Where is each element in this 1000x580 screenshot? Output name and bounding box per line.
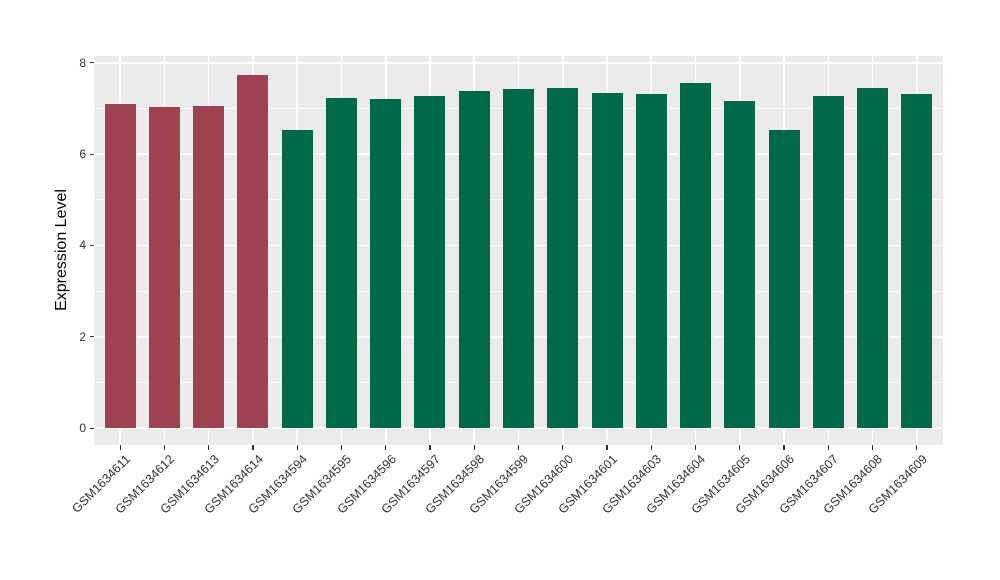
x-tick-mark <box>385 445 387 450</box>
x-tick-mark <box>872 445 874 450</box>
bar-GSM1634598 <box>458 91 490 429</box>
y-tick-label: 8 <box>79 55 86 70</box>
x-tick-mark <box>119 445 121 450</box>
x-tick-mark <box>827 445 829 450</box>
y-tick-label: 2 <box>79 329 86 344</box>
plot-panel <box>94 56 943 445</box>
y-tick-label: 4 <box>79 238 86 253</box>
bar-GSM1634604 <box>680 83 712 429</box>
bar-GSM1634606 <box>768 129 800 429</box>
y-tick-label: 6 <box>79 147 86 162</box>
y-tick-mark <box>89 244 94 247</box>
bar-GSM1634600 <box>547 87 579 429</box>
bar-GSM1634599 <box>503 89 534 429</box>
x-tick-mark <box>562 445 564 450</box>
bar-GSM1634609 <box>901 94 933 429</box>
x-tick-mark <box>783 445 785 450</box>
bar-GSM1634614 <box>237 74 269 429</box>
x-tick-mark <box>650 445 652 450</box>
x-tick-mark <box>473 445 475 450</box>
x-tick-mark <box>252 445 254 450</box>
bar-GSM1634605 <box>724 100 756 429</box>
bar-GSM1634601 <box>591 93 623 429</box>
bar-GSM1634612 <box>148 106 180 429</box>
bar-GSM1634597 <box>414 95 446 429</box>
y-tick-mark <box>89 62 94 64</box>
bar-GSM1634595 <box>325 98 357 429</box>
bar-GSM1634613 <box>193 106 225 429</box>
bar-GSM1634607 <box>812 96 844 429</box>
major-gridline <box>94 427 943 429</box>
x-tick-mark <box>606 445 608 450</box>
bars-layer <box>94 56 943 445</box>
major-gridline <box>94 62 943 64</box>
y-tick-mark <box>89 336 94 338</box>
x-tick-mark <box>517 445 520 450</box>
y-axis-title: Expression Level <box>53 189 70 311</box>
x-tick-mark <box>739 445 741 450</box>
x-tick-mark <box>694 445 697 450</box>
bar-GSM1634594 <box>281 129 313 429</box>
x-tick-mark <box>163 445 165 450</box>
x-tick-mark <box>429 445 431 450</box>
x-tick-mark <box>296 445 298 450</box>
y-tick-label: 0 <box>79 421 86 436</box>
bar-GSM1634603 <box>635 94 667 429</box>
y-tick-mark <box>89 153 94 155</box>
x-tick-mark <box>208 445 210 450</box>
bar-GSM1634596 <box>370 99 402 429</box>
x-tick-mark <box>340 445 343 450</box>
x-tick-mark <box>916 445 918 450</box>
y-tick-mark <box>89 427 94 429</box>
bar-GSM1634608 <box>857 87 889 429</box>
bar-GSM1634611 <box>104 103 136 429</box>
